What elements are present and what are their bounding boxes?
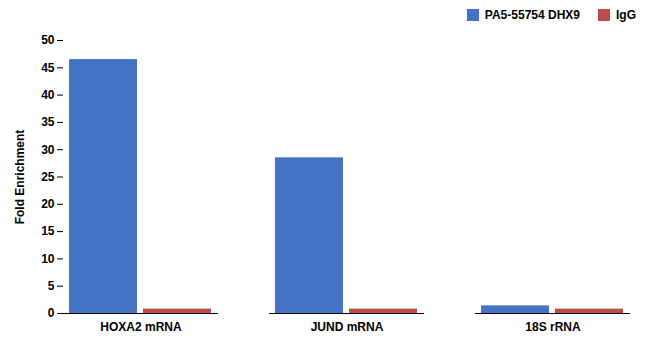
svg-text:50: 50 (41, 33, 55, 47)
svg-text:5: 5 (48, 279, 55, 293)
svg-text:20: 20 (41, 197, 55, 211)
html-text:PA5-55754 DHX9: PA5-55754 DHX9 (484, 8, 580, 22)
svg-text:15: 15 (41, 224, 55, 238)
svg-text:0: 0 (48, 306, 55, 320)
svg-text:45: 45 (41, 61, 55, 75)
svg-text:HOXA2 mRNA: HOXA2 mRNA (100, 320, 182, 334)
svg-text:25: 25 (41, 170, 55, 184)
svg-text:18S rRNA: 18S rRNA (525, 320, 581, 334)
html-text:IgG: IgG (616, 8, 636, 22)
svg-text:40: 40 (41, 88, 55, 102)
svg-text:35: 35 (41, 115, 55, 129)
svg-text:JUND mRNA: JUND mRNA (311, 320, 384, 334)
svg-text:30: 30 (41, 143, 55, 157)
svg-text:10: 10 (41, 252, 55, 266)
svg-text:Fold Enrichment: Fold Enrichment (13, 130, 27, 225)
